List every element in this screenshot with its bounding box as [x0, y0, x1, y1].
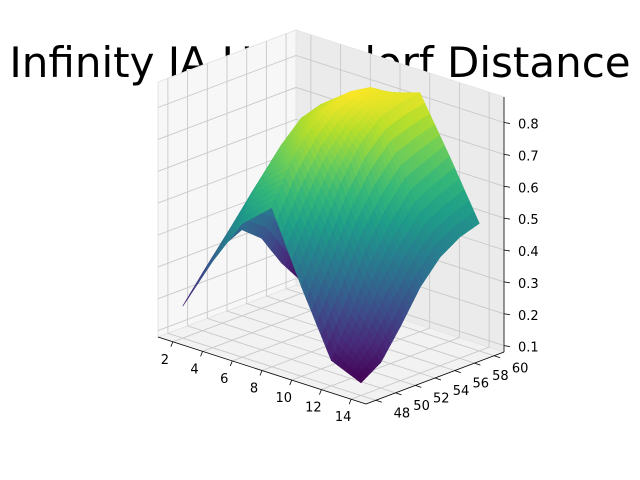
surface-facet	[355, 374, 365, 384]
y-gridline	[187, 70, 396, 394]
x-gridline	[350, 92, 490, 400]
y-tick-label: 48	[394, 406, 411, 421]
x-tick-mark	[229, 360, 233, 367]
y-tick-label: 60	[512, 362, 529, 377]
z-tick-label: 0.3	[518, 277, 539, 292]
y-tick-mark	[474, 362, 481, 366]
y-tick-mark	[395, 392, 402, 396]
z-tick-label: 0.7	[518, 149, 539, 164]
z-tick-label: 0.5	[518, 213, 539, 228]
x-tick-label: 8	[250, 382, 258, 397]
y-tick-label: 54	[453, 384, 470, 399]
x-tick-mark	[259, 370, 263, 376]
y-tick-label: 56	[472, 377, 489, 392]
x-tick-mark	[200, 351, 203, 357]
y-tick-mark	[434, 377, 442, 381]
x-tick-mark	[289, 379, 293, 386]
z-gridline	[157, 278, 505, 347]
z-tick-label: 0.1	[518, 341, 539, 356]
x-tick-label: 14	[335, 410, 352, 425]
z-tick-mark	[503, 313, 511, 316]
z-tick-mark	[503, 153, 511, 156]
surface-mesh	[182, 87, 480, 384]
y-tick-label: 50	[413, 399, 430, 414]
x-tick-label: 6	[220, 372, 228, 387]
x-tick-label: 12	[305, 401, 322, 416]
z-tick-label: 0.2	[518, 309, 539, 324]
z-tick-mark	[503, 185, 511, 188]
y-tick-mark	[375, 399, 382, 403]
y-tick-mark	[454, 370, 461, 373]
axis-lines	[157, 97, 511, 405]
z-tick-label: 0.8	[518, 118, 539, 133]
y-gridline	[167, 78, 377, 401]
y-gridline	[285, 33, 495, 357]
x-tick-mark	[170, 341, 174, 347]
x-tick-label: 10	[275, 391, 292, 406]
z-tick-mark	[503, 217, 511, 220]
z-tick-mark	[503, 122, 511, 124]
x-tick-mark	[348, 399, 352, 405]
y-tick-label: 52	[433, 391, 450, 406]
y-tick-mark	[415, 385, 422, 388]
x-tick-label: 4	[190, 362, 198, 377]
x-tick-mark	[319, 389, 322, 395]
z-gridline	[157, 55, 505, 123]
z-tick-mark	[503, 249, 511, 252]
z-tick-mark	[503, 281, 511, 284]
z-tick-label: 0.4	[518, 245, 539, 260]
z-tick-label: 0.6	[518, 181, 539, 196]
y-tick-mark	[494, 355, 501, 359]
tick-labels: 2 4 6 8 10 12 14 48 50 52 54 56 58 60 0.1 0.2 0.3 0.4 0.5 0…	[161, 118, 539, 426]
z-tick-mark	[503, 345, 511, 348]
x-tick-label: 2	[161, 353, 169, 368]
y-tick-label: 58	[492, 369, 509, 384]
y-gridline	[265, 41, 475, 364]
